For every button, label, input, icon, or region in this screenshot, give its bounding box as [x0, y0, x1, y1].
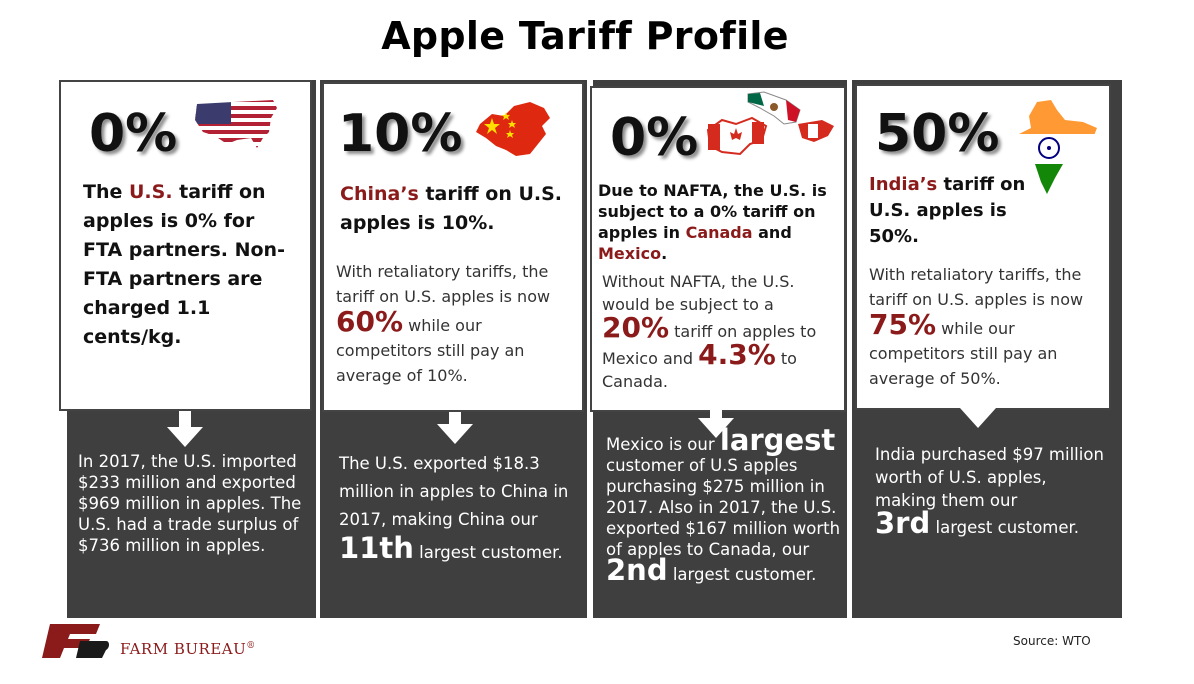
card-body: Without NAFTA, the U.S. would be subject… [602, 272, 817, 391]
card-heading: Due to NAFTA, the U.S. is subject to a 0… [598, 181, 827, 263]
percent-value: 0% [89, 104, 178, 164]
usa-flag-map-icon [195, 100, 277, 148]
page-title: Apple Tariff Profile [381, 14, 789, 58]
china-summary-text: The U.S. exported $18.3 million in apple… [339, 454, 569, 565]
source-note: Source: WTO [1013, 634, 1091, 648]
farm-bureau-logo-icon [42, 624, 109, 658]
percent-value: 50% [875, 104, 1000, 164]
india-flag-map-icon [1013, 100, 1097, 194]
card-india: 50% India’s tariff on U.S. apples is 50%… [855, 84, 1111, 410]
china-flag-map-icon [476, 102, 550, 156]
card-heading: The U.S. tariff on apples is 0% for FTA … [83, 181, 285, 348]
card-us: 0% The U.S. tariff on apples is 0% for F… [59, 80, 312, 411]
card-body: With retaliatory tariffs, the tariff on … [869, 265, 1084, 388]
card-heading: India’s tariff on U.S. apples is 50%. [869, 174, 1026, 247]
card-heading: China’s tariff on U.S. apples is 10%. [340, 183, 563, 234]
farm-bureau-wordmark: FARM BUREAU® [120, 640, 256, 658]
canada-mexico-summary-text: Mexico is our largest customer of U.S ap… [606, 423, 841, 587]
percent-value: 10% [338, 104, 463, 164]
us-summary-text: In 2017, the U.S. imported $233 million … [78, 452, 302, 555]
india-summary-text: India purchased $97 million worth of U.S… [875, 445, 1104, 540]
percent-value: 0% [610, 108, 699, 168]
card-canada-mexico: 0% Due to NAFTA, the U.S. is subject to … [590, 86, 846, 412]
card-china: 10% China’s tariff on U.S. apples is 10%… [322, 82, 584, 412]
canada-mexico-flag-map-icon [706, 91, 834, 156]
card-body: With retaliatory tariffs, the tariff on … [336, 262, 551, 385]
